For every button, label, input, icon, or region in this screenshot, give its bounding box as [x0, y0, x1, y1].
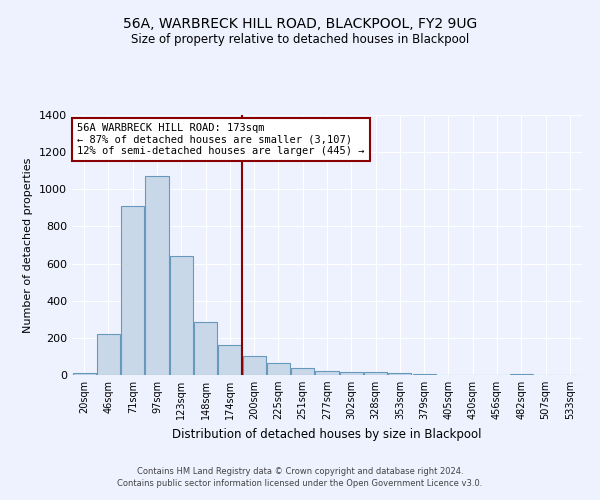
Bar	[73, 373, 95, 375]
Bar	[510, 374, 533, 375]
Text: Size of property relative to detached houses in Blackpool: Size of property relative to detached ho…	[131, 32, 469, 46]
Bar	[194, 322, 217, 375]
Text: Contains HM Land Registry data © Crown copyright and database right 2024.: Contains HM Land Registry data © Crown c…	[137, 467, 463, 476]
Bar	[218, 346, 241, 375]
Bar	[364, 372, 387, 375]
Bar	[291, 368, 314, 375]
Bar	[145, 176, 169, 375]
X-axis label: Distribution of detached houses by size in Blackpool: Distribution of detached houses by size …	[172, 428, 482, 440]
Bar	[242, 356, 266, 375]
Bar	[413, 374, 436, 375]
Bar	[340, 372, 363, 375]
Text: Contains public sector information licensed under the Open Government Licence v3: Contains public sector information licen…	[118, 478, 482, 488]
Y-axis label: Number of detached properties: Number of detached properties	[23, 158, 34, 332]
Bar	[267, 363, 290, 375]
Bar	[97, 334, 120, 375]
Text: 56A, WARBRECK HILL ROAD, BLACKPOOL, FY2 9UG: 56A, WARBRECK HILL ROAD, BLACKPOOL, FY2 …	[123, 18, 477, 32]
Bar	[170, 256, 193, 375]
Bar	[316, 372, 338, 375]
Bar	[388, 373, 412, 375]
Bar	[121, 206, 144, 375]
Text: 56A WARBRECK HILL ROAD: 173sqm
← 87% of detached houses are smaller (3,107)
12% : 56A WARBRECK HILL ROAD: 173sqm ← 87% of …	[77, 123, 365, 156]
